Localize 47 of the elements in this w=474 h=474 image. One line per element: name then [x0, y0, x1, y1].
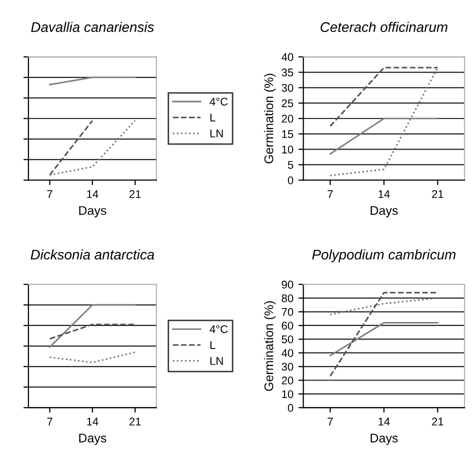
- y-tick-label: 0: [288, 404, 294, 412]
- y-tick-label: 10: [282, 390, 294, 398]
- y-tick-label: 50: [282, 335, 294, 344]
- y-axis-title: Germination (%): [264, 74, 276, 164]
- x-tick-label: 21: [432, 418, 444, 426]
- y-tick-label: 10: [282, 146, 294, 154]
- y-tick-label: 0: [288, 176, 294, 184]
- y-tick-label: 30: [282, 362, 294, 371]
- y-tick-label: 25: [282, 99, 294, 108]
- x-tick-label: 14: [378, 190, 390, 198]
- x-tick-label: 7: [47, 418, 52, 426]
- x-axis-title: Days: [370, 434, 398, 445]
- legend-label: LN: [210, 130, 223, 138]
- chart-title: Dicksonia antarctica: [30, 249, 154, 260]
- x-tick-label: 21: [129, 190, 141, 198]
- y-tick-label: 40: [282, 53, 294, 62]
- y-tick-label: 35: [282, 68, 294, 76]
- y-tick-label: 40: [282, 349, 294, 357]
- y-tick-label: 5: [288, 161, 294, 169]
- y-tick-label: 80: [282, 294, 294, 302]
- y-tick-label: 60: [282, 322, 294, 330]
- y-tick-label: 20: [282, 114, 294, 123]
- chart-title: Polypodium cambricum: [312, 249, 456, 262]
- x-tick-label: 21: [129, 418, 141, 426]
- x-axis-title: Days: [370, 206, 398, 218]
- x-tick-label: 14: [87, 418, 98, 426]
- x-axis-title: Days: [79, 434, 106, 445]
- y-tick-label: 20: [282, 376, 294, 384]
- legend-label: 4°C: [210, 98, 228, 106]
- legend-label: L: [210, 114, 216, 122]
- x-axis-title: Days: [79, 206, 106, 218]
- x-tick-label: 14: [87, 190, 98, 198]
- legend-label: LN: [210, 357, 223, 365]
- chart-title: Davallia canariensis: [31, 22, 154, 32]
- y-tick-label: 70: [282, 308, 294, 316]
- x-tick-label: 7: [328, 418, 333, 426]
- y-tick-label: 30: [282, 84, 294, 92]
- legend-label: 4°C: [210, 325, 228, 334]
- y-tick-label: 90: [282, 280, 294, 289]
- x-tick-label: 7: [47, 190, 52, 198]
- y-axis-title: Germination (%): [264, 301, 276, 391]
- legend-label: L: [210, 341, 216, 349]
- x-tick-label: 21: [432, 190, 444, 198]
- x-tick-label: 14: [378, 418, 390, 426]
- y-tick-label: 15: [282, 130, 294, 138]
- chart-title: Ceterach officinarum: [320, 22, 448, 32]
- x-tick-label: 7: [328, 190, 333, 198]
